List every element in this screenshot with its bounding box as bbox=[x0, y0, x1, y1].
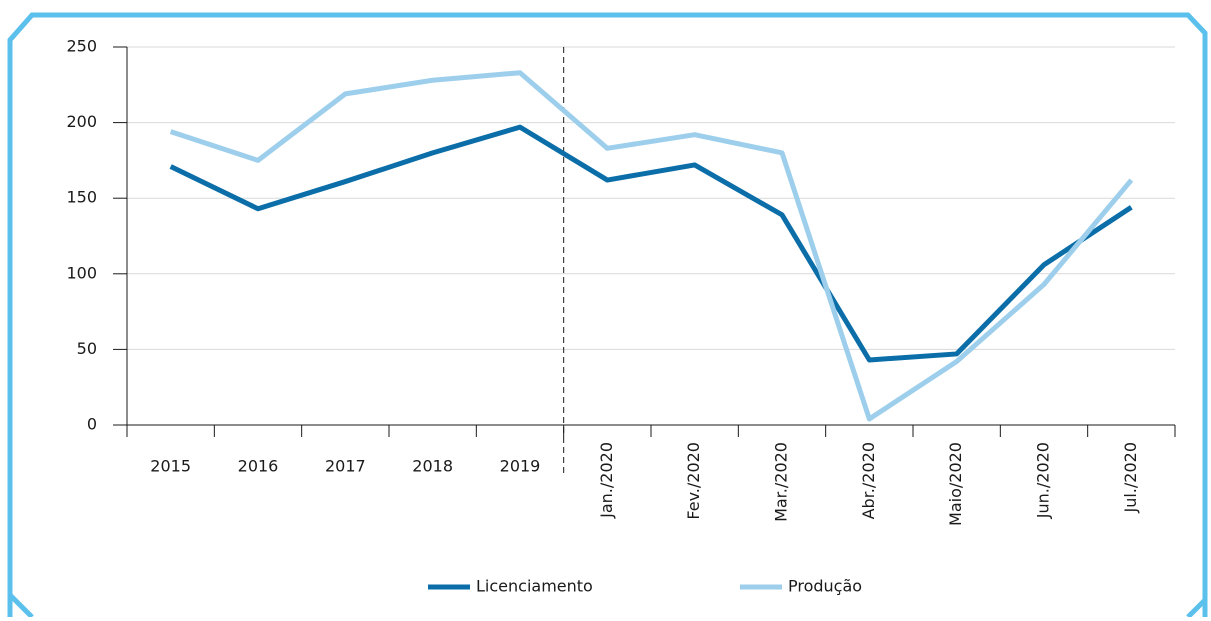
x-tick-label: Maio/2020 bbox=[946, 442, 965, 526]
x-tick-label: 2016 bbox=[238, 457, 279, 476]
y-tick-label: 250 bbox=[66, 37, 97, 56]
legend-label: Produção bbox=[788, 577, 862, 596]
y-tick-label: 0 bbox=[87, 415, 97, 434]
x-tick-label: Abr./2020 bbox=[859, 442, 878, 519]
x-tick-label: Mar./2020 bbox=[772, 442, 791, 522]
x-tick-label: Jul./2020 bbox=[1121, 442, 1140, 514]
frame bbox=[7, 12, 1208, 617]
y-tick-label: 50 bbox=[77, 339, 97, 358]
series-line bbox=[169, 124, 1133, 363]
x-tick-label: 2015 bbox=[150, 457, 191, 476]
frame-corner bbox=[1186, 598, 1207, 619]
x-tick-label: Jun./2020 bbox=[1034, 442, 1053, 519]
x-tick-label: 2017 bbox=[325, 457, 366, 476]
frame-corner bbox=[8, 593, 34, 619]
y-tick-label: 100 bbox=[66, 263, 97, 282]
x-tick-label: 2018 bbox=[412, 457, 453, 476]
legend-label: Licenciamento bbox=[476, 577, 593, 596]
y-tick-label: 200 bbox=[66, 112, 97, 131]
x-tick-label: Fev./2020 bbox=[684, 442, 703, 520]
x-tick-label: Jan./2020 bbox=[597, 442, 616, 519]
x-tick-label: 2019 bbox=[500, 457, 541, 476]
series-line bbox=[169, 70, 1134, 422]
y-tick-label: 150 bbox=[66, 188, 97, 207]
